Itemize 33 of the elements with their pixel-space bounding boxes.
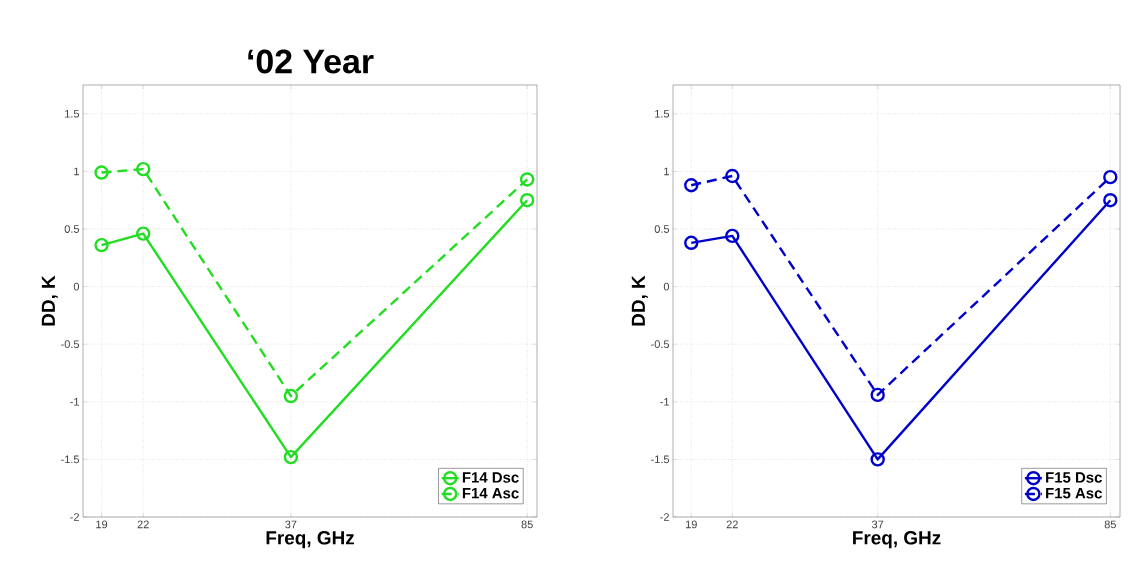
y-tick-label: 1	[74, 167, 79, 176]
x-tick-label: 37	[285, 520, 297, 529]
y-tick-label: -2	[70, 513, 79, 521]
legend-label: F14 Asc	[462, 488, 519, 499]
legend-label: F15 Asc	[1046, 488, 1102, 499]
y-axis-title: DD, K	[631, 275, 648, 326]
y-tick-label: -1.5	[651, 455, 670, 464]
y-tick-label: -1	[660, 398, 669, 406]
y-tick-label: 1.5	[65, 109, 80, 118]
x-axis-title: Freq, GHz	[853, 531, 941, 549]
x-tick-label: 85	[1104, 520, 1116, 529]
chart-title: ‘02 Year	[248, 49, 374, 74]
y-tick-label: 0	[73, 282, 80, 291]
x-axis-title: Freq, GHz	[266, 531, 355, 549]
x-tick-label: 19	[96, 520, 108, 529]
y-tick-label: 0.5	[64, 225, 80, 233]
y-tick-label: -0.5	[61, 340, 80, 349]
x-tick-label: 22	[137, 520, 149, 529]
x-tick-label: 19	[686, 520, 697, 529]
y-axis-title: DD, K	[41, 275, 58, 326]
y-tick-label: 1.5	[655, 109, 670, 118]
y-tick-label: -1.5	[61, 455, 80, 464]
legend-label: F14 Dsc	[462, 472, 519, 483]
y-tick-label: 0.5	[654, 225, 670, 233]
y-tick-label: -1	[70, 398, 79, 406]
y-tick-label: 0	[663, 282, 670, 291]
x-tick-label: 85	[521, 520, 533, 529]
legend-label: F15 Dsc	[1046, 472, 1102, 483]
y-tick-label: -0.5	[651, 340, 670, 349]
y-tick-label: -2	[660, 513, 669, 521]
x-tick-label: 22	[726, 520, 738, 529]
x-tick-label: 37	[872, 520, 884, 529]
y-tick-label: 1	[664, 167, 669, 176]
